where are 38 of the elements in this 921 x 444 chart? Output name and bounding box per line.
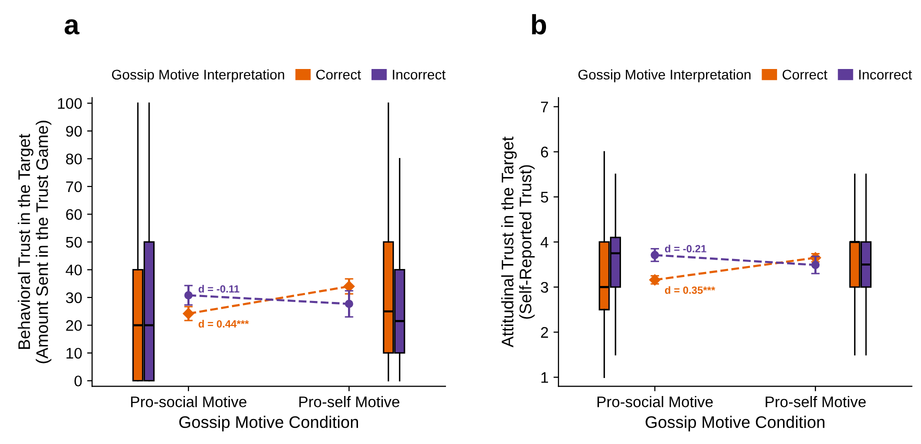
annotation: d = 0.44*** [198,320,249,328]
x-tick-label: Pro-self Motive [299,396,400,408]
legend-label: Correct [782,70,828,80]
y-tick-label: 2 [541,327,548,338]
y-tick-label: 7 [541,102,548,112]
y-tick-label: 100 [58,98,82,109]
legend-title: Gossip Motive Interpretation [112,69,284,82]
y-tick-label: 60 [66,209,82,220]
y-tick-label: 3 [540,282,548,293]
y-tick-label: 70 [66,181,82,192]
y-tick-label: 5 [540,192,548,203]
y-axis-title: Attitudinal Trust in the Target (Self-Reported Trust) [501,136,535,348]
y-axis-title: Behavioral Trust in the Target (Amount Sent in the Trust Game) [18,120,52,364]
chart-title: a [64,19,80,34]
annotation: d = -0.21 [664,244,706,252]
x-tick-label: Pro-social Motive [131,396,246,408]
y-tick-label: 0 [74,376,82,386]
x-tick-label: Pro-self Motive [766,396,866,408]
y-tick-label: 4 [540,237,548,248]
annotation: d = -0.11 [198,284,240,293]
annotation: d = 0.35*** [664,286,716,294]
x-axis-title: Gossip Motive Condition [179,416,358,432]
y-tick-label: 1 [541,372,548,383]
legend-title: Gossip Motive Interpretation [578,69,750,82]
y-tick-label: 30 [66,292,82,304]
chart-title: b [532,14,546,34]
y-tick-label: 50 [66,236,82,248]
legend-label: Correct [316,70,361,80]
y-tick-label: 6 [541,146,548,158]
y-tick-label: 10 [66,348,82,359]
y-tick-label: 80 [66,154,82,164]
y-tick-label: 20 [66,320,82,331]
y-tick-label: 40 [66,264,82,276]
legend-label: Incorrect [859,70,912,80]
x-axis-title: Gossip Motive Condition [646,416,824,432]
x-tick-label: Pro-social Motive [598,396,713,408]
legend-label: Incorrect [392,70,446,80]
y-tick-label: 90 [66,126,82,137]
